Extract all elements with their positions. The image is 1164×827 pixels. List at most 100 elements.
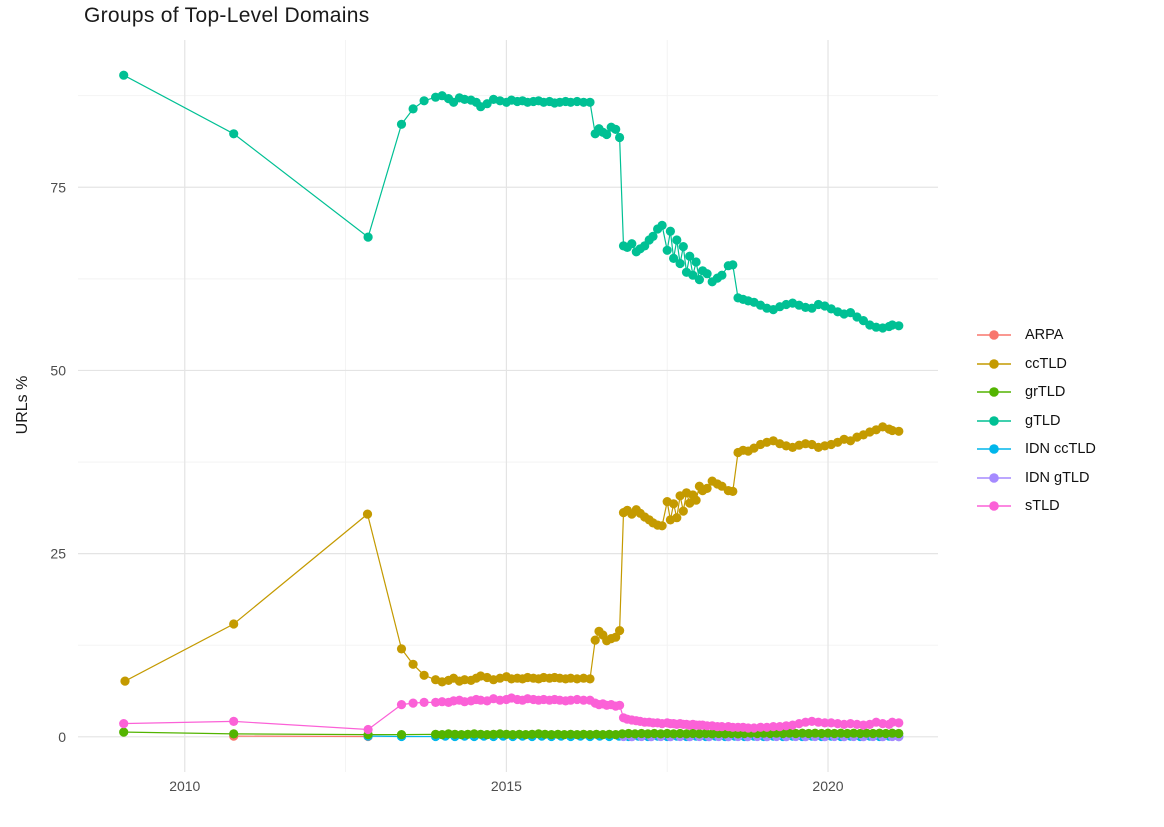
legend-key-icon [977,501,1011,512]
data-point [396,730,407,740]
data-point [602,129,612,140]
data-point [672,513,682,523]
data-point [419,697,429,708]
data-point [615,700,625,710]
data-point [119,70,129,80]
data-point [657,521,667,531]
data-point [419,670,429,680]
chart-title: Groups of Top-Level Domains [84,4,370,27]
data-point [362,509,373,519]
data-point [868,728,878,739]
data-point [755,722,766,732]
data-point [672,235,682,245]
legend-label: ARPA [1025,327,1064,344]
data-point [579,695,589,705]
data-point [678,506,688,516]
data-point [408,659,418,669]
data-point [120,676,130,686]
legend-key-icon [977,330,1011,341]
data-point [717,270,727,280]
legend-key-icon [977,472,1011,483]
data-point [396,644,407,654]
data-point [829,728,840,739]
data-point [894,426,904,436]
series-cctld [120,422,904,687]
data-point [648,231,658,241]
data-point [688,270,698,280]
data-point [688,728,698,739]
data-point [691,257,701,267]
legend-item-idn-cctld: IDN ccTLD [976,435,1096,464]
data-point [611,124,621,134]
data-point [894,728,904,739]
y-tick-label: 0 [58,729,66,745]
data-point [669,729,679,739]
data-point [665,226,676,236]
legend-key-icon [977,415,1011,426]
data-point [630,729,640,739]
legend-item-arpa: ARPA [976,321,1096,350]
data-point [702,483,712,493]
data-point [591,729,602,739]
data-point [119,719,129,729]
data-point [488,729,499,739]
data-point [678,242,688,252]
data-point [615,626,625,636]
data-point [527,729,537,739]
data-point [728,260,738,270]
data-point [229,129,239,139]
y-tick-label: 25 [50,546,66,562]
data-point [707,729,717,739]
legend-label: IDN gTLD [1025,469,1090,486]
data-point [685,251,695,261]
data-point [363,724,373,735]
y-tick-label: 75 [50,179,66,195]
data-point [585,674,595,684]
legend-label: ccTLD [1025,355,1067,372]
legend-item-cctld: ccTLD [976,350,1096,379]
legend: ARPA ccTLD grTLD gTLD IDN ccTLD IDN gTLD sTLD [976,321,1096,521]
x-tick-label: 2020 [812,778,843,794]
data-point [691,495,701,505]
data-point [669,499,679,509]
legend-label: IDN ccTLD [1025,441,1096,458]
data-point [810,728,820,738]
data-point [579,97,589,107]
y-tick-label: 50 [50,362,66,378]
series-stld [119,693,904,735]
legend-label: gTLD [1025,412,1061,429]
data-point [572,730,582,740]
data-point [858,316,869,326]
data-point [820,718,830,728]
x-tick-label: 2015 [491,778,522,794]
data-point [894,321,904,331]
data-point [508,730,518,740]
data-point [768,722,778,732]
series-line [123,74,899,329]
data-point [469,729,479,739]
data-point [728,486,738,496]
data-point [702,269,712,279]
data-point [229,729,239,739]
data-point [791,728,801,739]
data-point [119,727,129,737]
data-point [450,729,460,739]
legend-key-icon [977,387,1011,398]
legend-item-grtld: grTLD [976,378,1096,407]
data-point [546,730,557,740]
data-point [669,253,679,263]
data-point [229,716,239,727]
data-point [229,619,239,629]
data-point [590,635,600,645]
data-point [585,97,595,107]
data-point [408,698,418,708]
data-point [887,728,897,738]
data-point [627,239,637,249]
series-line [124,426,899,683]
legend-key-icon [977,444,1011,455]
data-point [649,728,659,739]
data-point [419,96,429,106]
data-point [431,729,441,739]
legend-label: grTLD [1025,384,1066,401]
